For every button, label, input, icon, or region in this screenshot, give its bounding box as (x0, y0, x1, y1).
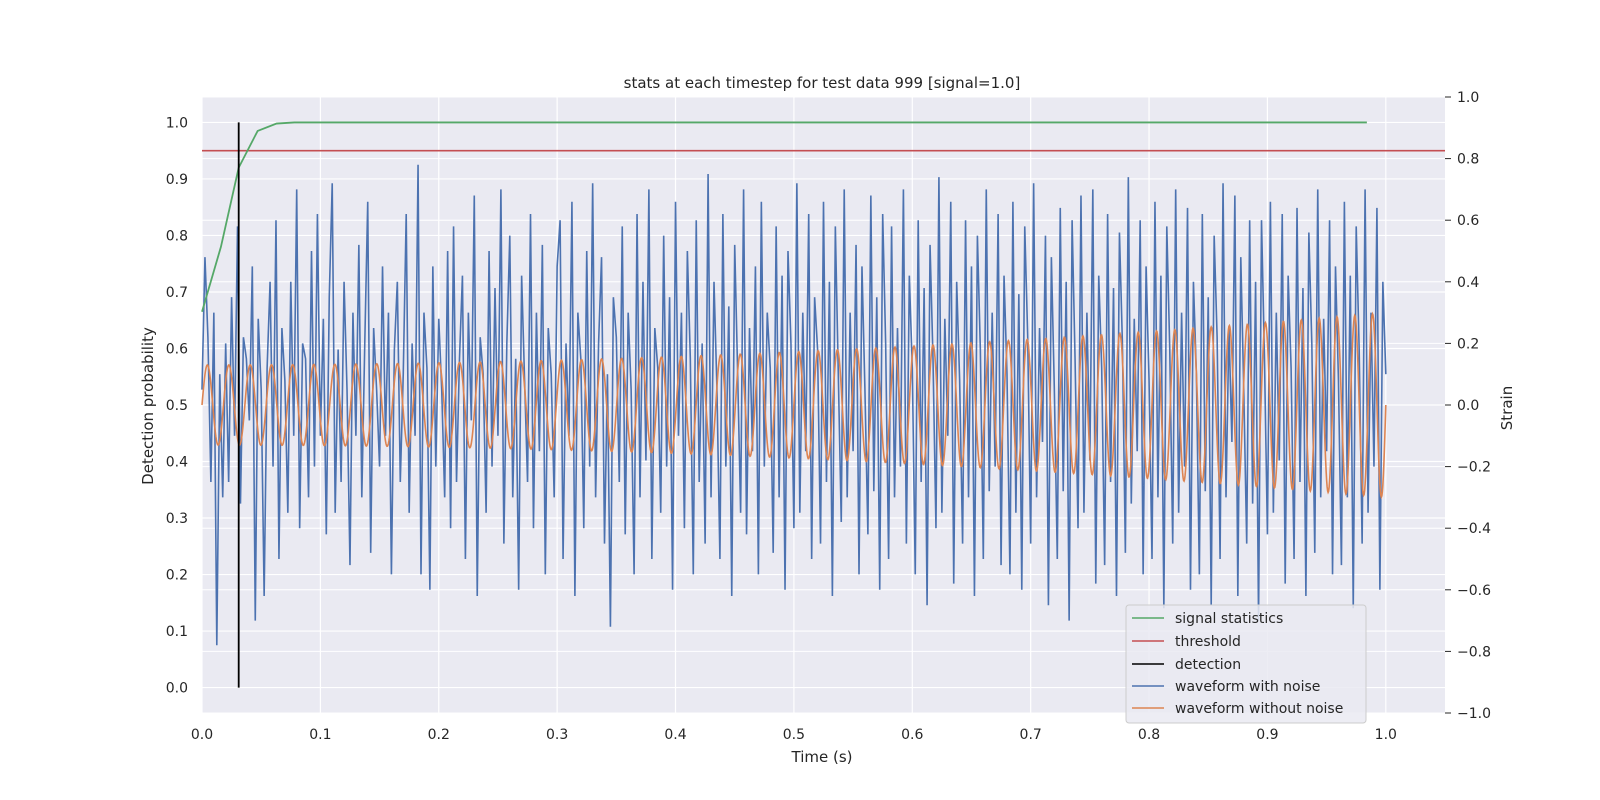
y2-tick-label: −0.8 (1457, 644, 1491, 660)
y2-tick-label: −1.0 (1457, 706, 1491, 722)
y2-tick-label: −0.6 (1457, 583, 1491, 599)
y-tick-label: 0.4 (166, 455, 188, 471)
y2-ticks: −1.0 −0.8 −0.6 −0.4 −0.2 0.0 0.2 0.4 0.6 0.8 1.0 (1445, 90, 1491, 722)
legend-label-detection: detection (1175, 657, 1241, 673)
legend-label-waveform-without-noise: waveform without noise (1175, 701, 1343, 717)
y-axis-label: Detection probability (139, 327, 157, 485)
y2-tick-label: 1.0 (1457, 90, 1479, 106)
x-tick-label: 0.4 (664, 727, 686, 743)
y-tick-label: 0.1 (166, 624, 188, 640)
series-signal-statistics (201, 121, 1367, 313)
x-tick-label: 0.6 (901, 727, 923, 743)
x-tick-label: 0.1 (309, 727, 331, 743)
y-tick-label: 0.7 (166, 285, 188, 301)
x-tick-label: 0.0 (191, 727, 213, 743)
y2-tick-label: 0.6 (1457, 213, 1479, 229)
x-ticks: 0.0 0.1 0.2 0.3 0.4 0.5 0.6 0.7 0.8 0.9 1.0 (191, 727, 1397, 743)
y-tick-label: 1.0 (166, 115, 188, 131)
y2-axis-label: Strain (1498, 386, 1516, 430)
y2-tick-label: 0.2 (1457, 336, 1479, 352)
legend-label-waveform-with-noise: waveform with noise (1175, 679, 1320, 695)
x-tick-label: 0.7 (1020, 727, 1042, 743)
x-tick-label: 1.0 (1375, 727, 1397, 743)
x-tick-label: 0.2 (428, 727, 450, 743)
chart-title: stats at each timestep for test data 999… (624, 74, 1021, 92)
y-tick-label: 0.0 (166, 681, 188, 697)
legend: signal statistics threshold detection wa… (1125, 604, 1367, 724)
x-tick-label: 0.5 (783, 727, 805, 743)
y-tick-label: 0.9 (166, 172, 188, 188)
y-tick-label: 0.2 (166, 568, 188, 584)
series-waveform-without-noise (201, 311, 1387, 500)
y2-tick-label: −0.4 (1457, 521, 1491, 537)
y-tick-label: 0.3 (166, 511, 188, 527)
legend-box (1125, 604, 1367, 724)
y-tick-label: 0.8 (166, 228, 188, 244)
y2-tick-label: 0.8 (1457, 152, 1479, 168)
y-tick-label: 0.6 (166, 341, 188, 357)
x-tick-label: 0.3 (546, 727, 568, 743)
x-tick-label: 0.9 (1256, 727, 1278, 743)
y2-tick-label: 0.4 (1457, 275, 1479, 291)
y2-tick-label: 0.0 (1457, 398, 1479, 414)
y-ticks: 0.0 0.1 0.2 0.3 0.4 0.5 0.6 0.7 0.8 0.9 1.0 (166, 115, 188, 696)
series-layer (201, 121, 1445, 688)
series-waveform-with-noise (201, 164, 1387, 646)
x-axis-label: Time (s) (791, 748, 853, 766)
x-tick-label: 0.8 (1138, 727, 1160, 743)
y-tick-label: 0.5 (166, 398, 188, 414)
legend-label-signal-statistics: signal statistics (1175, 611, 1283, 627)
y2-tick-label: −0.2 (1457, 460, 1491, 476)
legend-label-threshold: threshold (1175, 634, 1241, 650)
